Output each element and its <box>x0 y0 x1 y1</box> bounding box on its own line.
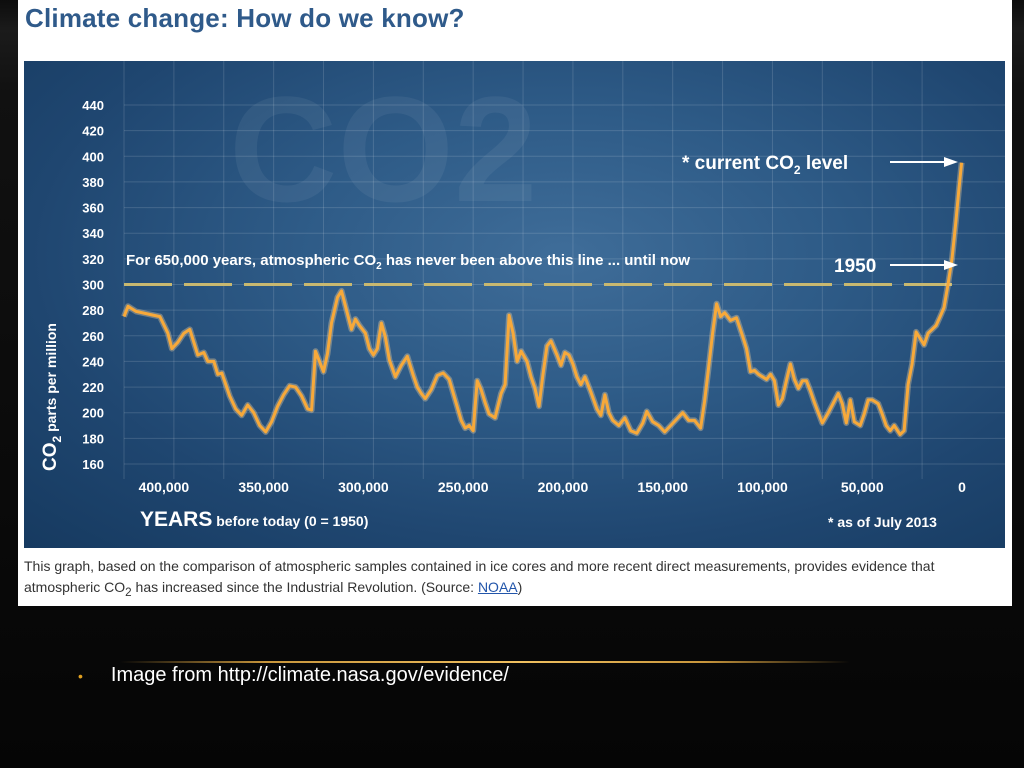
threshold-label: For 650,000 years, atmospheric CO2 has n… <box>126 252 690 272</box>
y-tick-label: 200 <box>82 406 104 421</box>
noaa-link[interactable]: NOAA <box>477 579 518 595</box>
y-tick-label: 400 <box>82 149 104 164</box>
figure-frame: Climate change: How do we know? CO2 160 1… <box>18 0 1012 606</box>
x-tick-label: 0 <box>958 479 966 495</box>
bullet-text: Image from http://climate.nasa.gov/evide… <box>110 664 509 686</box>
x-tick-label: 350,000 <box>238 479 289 495</box>
y-tick-label: 340 <box>82 226 104 241</box>
accent-divider <box>120 661 850 663</box>
figure-caption: This graph, based on the comparison of a… <box>24 558 935 599</box>
co2-series-line <box>122 162 964 436</box>
series-group <box>121 162 965 438</box>
x-tick-label: 100,000 <box>737 479 788 495</box>
y-tick-label: 280 <box>82 303 104 318</box>
y-tick-label: 380 <box>82 175 104 190</box>
page-title: Climate change: How do we know? <box>25 3 465 33</box>
label-1950: 1950 <box>834 256 876 277</box>
y-tick-label: 180 <box>82 431 104 446</box>
y-tick-label: 260 <box>82 329 104 344</box>
x-axis-label: YEARS before today (0 = 1950) <box>140 508 368 531</box>
bullet-dot-icon: • <box>78 667 83 684</box>
y-tick-label: 320 <box>82 252 104 267</box>
x-axis-ticks: 400,000 350,000 300,000 250,000 200,000 150,0… <box>139 479 967 495</box>
arrow-1950 <box>890 260 958 270</box>
y-axis-label: CO2 parts per million <box>40 323 64 471</box>
y-tick-label: 360 <box>82 201 104 216</box>
y-tick-label: 220 <box>82 380 104 395</box>
y-tick-label: 240 <box>82 354 104 369</box>
bullet-item: • Image from http://climate.nasa.gov/evi… <box>78 664 509 687</box>
x-tick-label: 250,000 <box>438 479 489 495</box>
x-tick-label: 400,000 <box>139 479 190 495</box>
y-tick-label: 300 <box>82 278 104 293</box>
co2-watermark: CO2 <box>229 65 537 233</box>
x-tick-label: 50,000 <box>841 479 884 495</box>
current-level-label: * current CO2 level <box>682 153 848 177</box>
y-axis-ticks: 160 180 200 220 240 260 280 300 320 340 360 380 400 4… <box>82 98 104 472</box>
footnote: * as of July 2013 <box>828 514 937 530</box>
chart-svg: CO2 160 180 200 220 240 260 280 300 320 340 360 380… <box>40 61 1005 531</box>
x-tick-label: 300,000 <box>338 479 389 495</box>
x-tick-label: 200,000 <box>538 479 589 495</box>
y-tick-label: 440 <box>82 98 104 113</box>
x-tick-label: 150,000 <box>637 479 688 495</box>
y-tick-label: 420 <box>82 124 104 139</box>
y-tick-label: 160 <box>82 457 104 472</box>
current-level-arrow <box>890 157 958 167</box>
co2-chart: CO2 160 180 200 220 240 260 280 300 320 340 360 380… <box>24 61 1005 548</box>
